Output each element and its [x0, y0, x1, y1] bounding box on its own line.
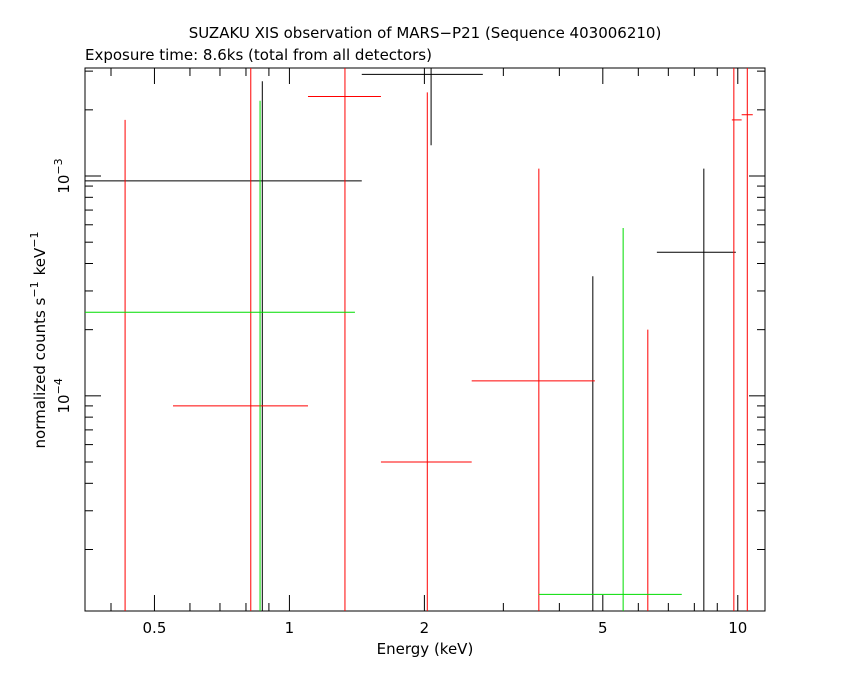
data-point: [741, 68, 753, 611]
plot-frame: [84, 67, 766, 612]
x-tick-label: 10: [728, 619, 747, 637]
x-tick-label: 2: [420, 619, 430, 637]
y-tick-labels: 10−4 10−3: [52, 158, 73, 413]
data-point: [85, 81, 362, 611]
x-tick-label: 1: [285, 619, 295, 637]
x-axis-label: Energy (keV): [377, 640, 474, 658]
data-point: [538, 228, 682, 611]
y-tick-label: 10−4: [52, 378, 73, 413]
chart-subtitle: Exposure time: 8.6ks (total from all det…: [85, 46, 432, 64]
x-tick-label: 0.5: [143, 619, 167, 637]
major-ticks: [85, 68, 765, 611]
chart-title: SUZAKU XIS observation of MARS−P21 (Sequ…: [189, 24, 662, 42]
data-point: [307, 68, 381, 611]
data-point: [85, 100, 355, 611]
data-point: [471, 168, 595, 611]
y-axis-label: normalized counts s−1keV−1: [28, 232, 49, 449]
data-point: [380, 92, 472, 611]
data-point: [731, 68, 742, 611]
x-tick-labels: 0.5 1 2 5 10: [143, 619, 748, 637]
series-0: [85, 68, 736, 611]
y-axis-label-unit: keV: [31, 247, 49, 275]
x-tick-label: 5: [598, 619, 608, 637]
y-tick-label: 10−3: [52, 158, 73, 193]
series-1: [124, 68, 753, 611]
data-layer: [85, 68, 753, 611]
y-axis-label-main: normalized counts s: [31, 297, 49, 448]
data-point: [361, 68, 483, 146]
data-point: [173, 68, 308, 611]
series-2: [85, 100, 682, 611]
data-point: [656, 168, 736, 611]
y-axis-label-exp1: −1: [28, 281, 41, 297]
minor-ticks: [85, 68, 765, 611]
y-axis-label-exp2: −1: [28, 232, 41, 248]
